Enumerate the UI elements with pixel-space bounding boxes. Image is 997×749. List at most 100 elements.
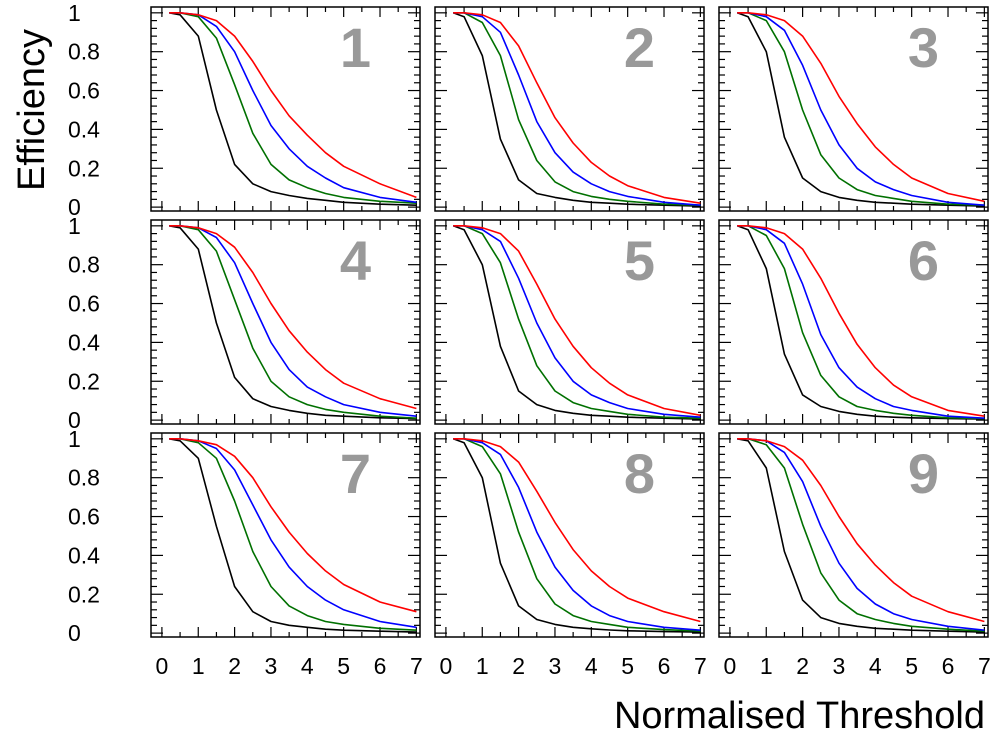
panel-7: 00.20.40.60.810 1 2 3 4 5 6 77 [68, 426, 423, 679]
x-tick-label: 7 [978, 653, 991, 679]
series-line-4 [169, 225, 417, 410]
panel-frame [718, 432, 989, 638]
x-tick-label: 7 [694, 653, 707, 679]
y-tick-label: 0.6 [68, 291, 100, 317]
series-line-2 [737, 12, 985, 206]
series-line-2 [453, 12, 701, 206]
series-line-1 [452, 12, 701, 207]
y-tick-label: 0.6 [68, 78, 100, 104]
series-line-1 [169, 438, 417, 633]
panel-number: 5 [624, 229, 655, 292]
y-tick-label: 0.4 [68, 329, 100, 355]
series-line-3 [453, 225, 701, 418]
x-tick-label: 0 [156, 653, 169, 679]
panel-number: 3 [908, 16, 939, 79]
y-tick-label: 0.8 [68, 252, 100, 278]
x-tick-label: 0 [724, 653, 737, 679]
y-tick-label: 1 [68, 426, 81, 452]
series-line-1 [169, 12, 417, 206]
panel-4: 0 0.2 0.4 0.6 0.8 1 4 [68, 213, 421, 433]
y-tick-label: 0.4 [68, 542, 100, 568]
x-tick-label: 5 [337, 653, 350, 679]
series-line-3 [737, 12, 985, 206]
series-line-4 [737, 12, 985, 203]
panel-frame [150, 6, 421, 212]
panel-number: 9 [908, 442, 939, 505]
x-tick-label: 3 [833, 653, 846, 679]
y-tick-label: 0 [68, 194, 81, 220]
y-tick-label: 0.4 [68, 116, 100, 142]
series-line-3 [737, 225, 985, 419]
x-axis-title: Normalised Threshold [614, 695, 985, 737]
series-line-2 [737, 437, 985, 632]
x-tick-label: 2 [228, 653, 241, 679]
x-tick-label: 2 [512, 653, 525, 679]
panel-frame [434, 6, 705, 212]
y-tick-label: 1 [68, 0, 81, 26]
series-line-1 [452, 225, 701, 420]
series-line-3 [453, 437, 701, 631]
series-line-2 [453, 437, 701, 632]
panel-frame [150, 432, 421, 638]
series-line-1 [169, 225, 417, 420]
series-line-3 [453, 12, 701, 206]
panel-5: 5 [434, 219, 705, 425]
panel-number: 8 [624, 442, 655, 505]
series-line-3 [737, 437, 985, 631]
panel-frame [718, 219, 989, 425]
x-tick-label: 3 [549, 653, 562, 679]
y-tick-label: 0.2 [68, 581, 100, 607]
x-tick-label: 4 [301, 653, 314, 679]
panel-number: 6 [908, 229, 939, 292]
panel-6: 6 [718, 219, 989, 425]
series-line-4 [737, 225, 985, 417]
y-tick-label: 0 [68, 620, 81, 646]
series-line-3 [169, 12, 417, 204]
panel-1: 0 0.2 0.4 0.6 0.8 1 1 [68, 0, 421, 220]
panel-2: 2 [434, 6, 705, 212]
panel-8: 0 1 2 3 4 5 6 7 8 [434, 432, 707, 679]
series-line-1 [452, 438, 701, 633]
series-line-1 [736, 225, 985, 420]
y-tick-label: 0.6 [68, 504, 100, 530]
series-line-4 [169, 437, 417, 613]
panel-number: 4 [340, 229, 371, 292]
x-tick-label: 4 [585, 653, 598, 679]
y-axis-title: Efficiency [11, 29, 53, 191]
series-line-2 [169, 437, 417, 631]
series-line-1 [737, 438, 985, 633]
series-line-4 [737, 437, 985, 623]
x-tick-label: 5 [905, 653, 918, 679]
series-line-3 [169, 437, 417, 629]
y-tick-label: 0.2 [68, 155, 100, 181]
y-tick-label: 1 [68, 213, 81, 239]
series-line-1 [736, 12, 985, 207]
x-tick-label: 0 [440, 653, 453, 679]
x-tick-label: 6 [658, 653, 671, 679]
x-tick-label: 1 [760, 653, 773, 679]
x-tick-label: 6 [374, 653, 387, 679]
x-tick-label: 3 [265, 653, 278, 679]
series-line-2 [169, 12, 417, 204]
panel-number: 1 [340, 16, 371, 79]
series-line-2 [453, 225, 701, 419]
y-tick-label: 0 [68, 407, 81, 433]
panel-frame [434, 219, 705, 425]
panel-grid: 00.20.40.60.811 2 300.20.40.60.814 5 600.20.… [68, 0, 991, 679]
panel-9: 0 1 2 3 4 5 6 7 9 [718, 432, 991, 679]
panel-frame [718, 6, 989, 212]
series-line-4 [453, 437, 701, 623]
x-tick-label: 7 [410, 653, 423, 679]
series-line-2 [169, 225, 417, 419]
panel-number: 7 [340, 442, 371, 505]
x-tick-label: 1 [192, 653, 205, 679]
panel-3: 3 [718, 6, 989, 212]
panel-frame [434, 432, 705, 638]
x-tick-label: 1 [476, 653, 489, 679]
series-line-4 [453, 225, 701, 417]
panel-number: 2 [624, 16, 655, 79]
series-line-4 [169, 12, 417, 199]
series-line-2 [737, 225, 985, 420]
x-tick-label: 5 [621, 653, 634, 679]
